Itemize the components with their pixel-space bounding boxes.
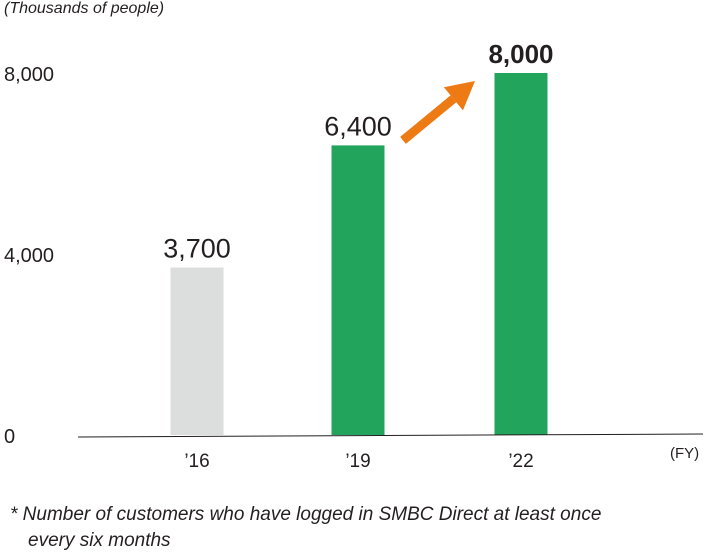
footnote-line-2: every six months [28, 530, 171, 551]
growth-arrow [400, 81, 475, 144]
value-labels: 3,700 6,400 8,000 [163, 39, 553, 264]
x-axis-labels: ’16 ’19 ’22 [184, 451, 533, 472]
x-tick-label-0: ’16 [184, 451, 209, 472]
bar-chart: 0 4,000 8,000 3,700 6,400 8,000 ’16 ’19 ’22 (F… [4, 39, 704, 472]
x-axis-baseline [77, 433, 704, 438]
y-tick-label-2: 8,000 [4, 64, 54, 86]
x-axis-unit-label: (FY) [670, 445, 699, 462]
footnote: * Number of customers who have logged in… [10, 502, 700, 554]
y-tick-label-0: 0 [4, 426, 15, 448]
unit-label: (Thousands of people) [4, 0, 165, 17]
x-tick-label-1: ’19 [345, 451, 370, 472]
x-tick-label-2: ’22 [508, 451, 533, 472]
y-tick-label-1: 4,000 [4, 245, 54, 267]
y-axis-ticks: 0 4,000 8,000 [4, 64, 54, 448]
value-label-2: 8,000 [488, 39, 553, 69]
bar-2 [494, 73, 548, 435]
value-label-0: 3,700 [163, 234, 231, 264]
bar-0 [170, 267, 224, 435]
growth-arrow-head [443, 81, 475, 111]
value-label-1: 6,400 [324, 111, 392, 141]
bar-1 [331, 145, 385, 435]
bars [170, 73, 548, 435]
footnote-line-1: * Number of customers who have logged in… [10, 504, 602, 525]
growth-arrow-shaft [400, 95, 457, 144]
